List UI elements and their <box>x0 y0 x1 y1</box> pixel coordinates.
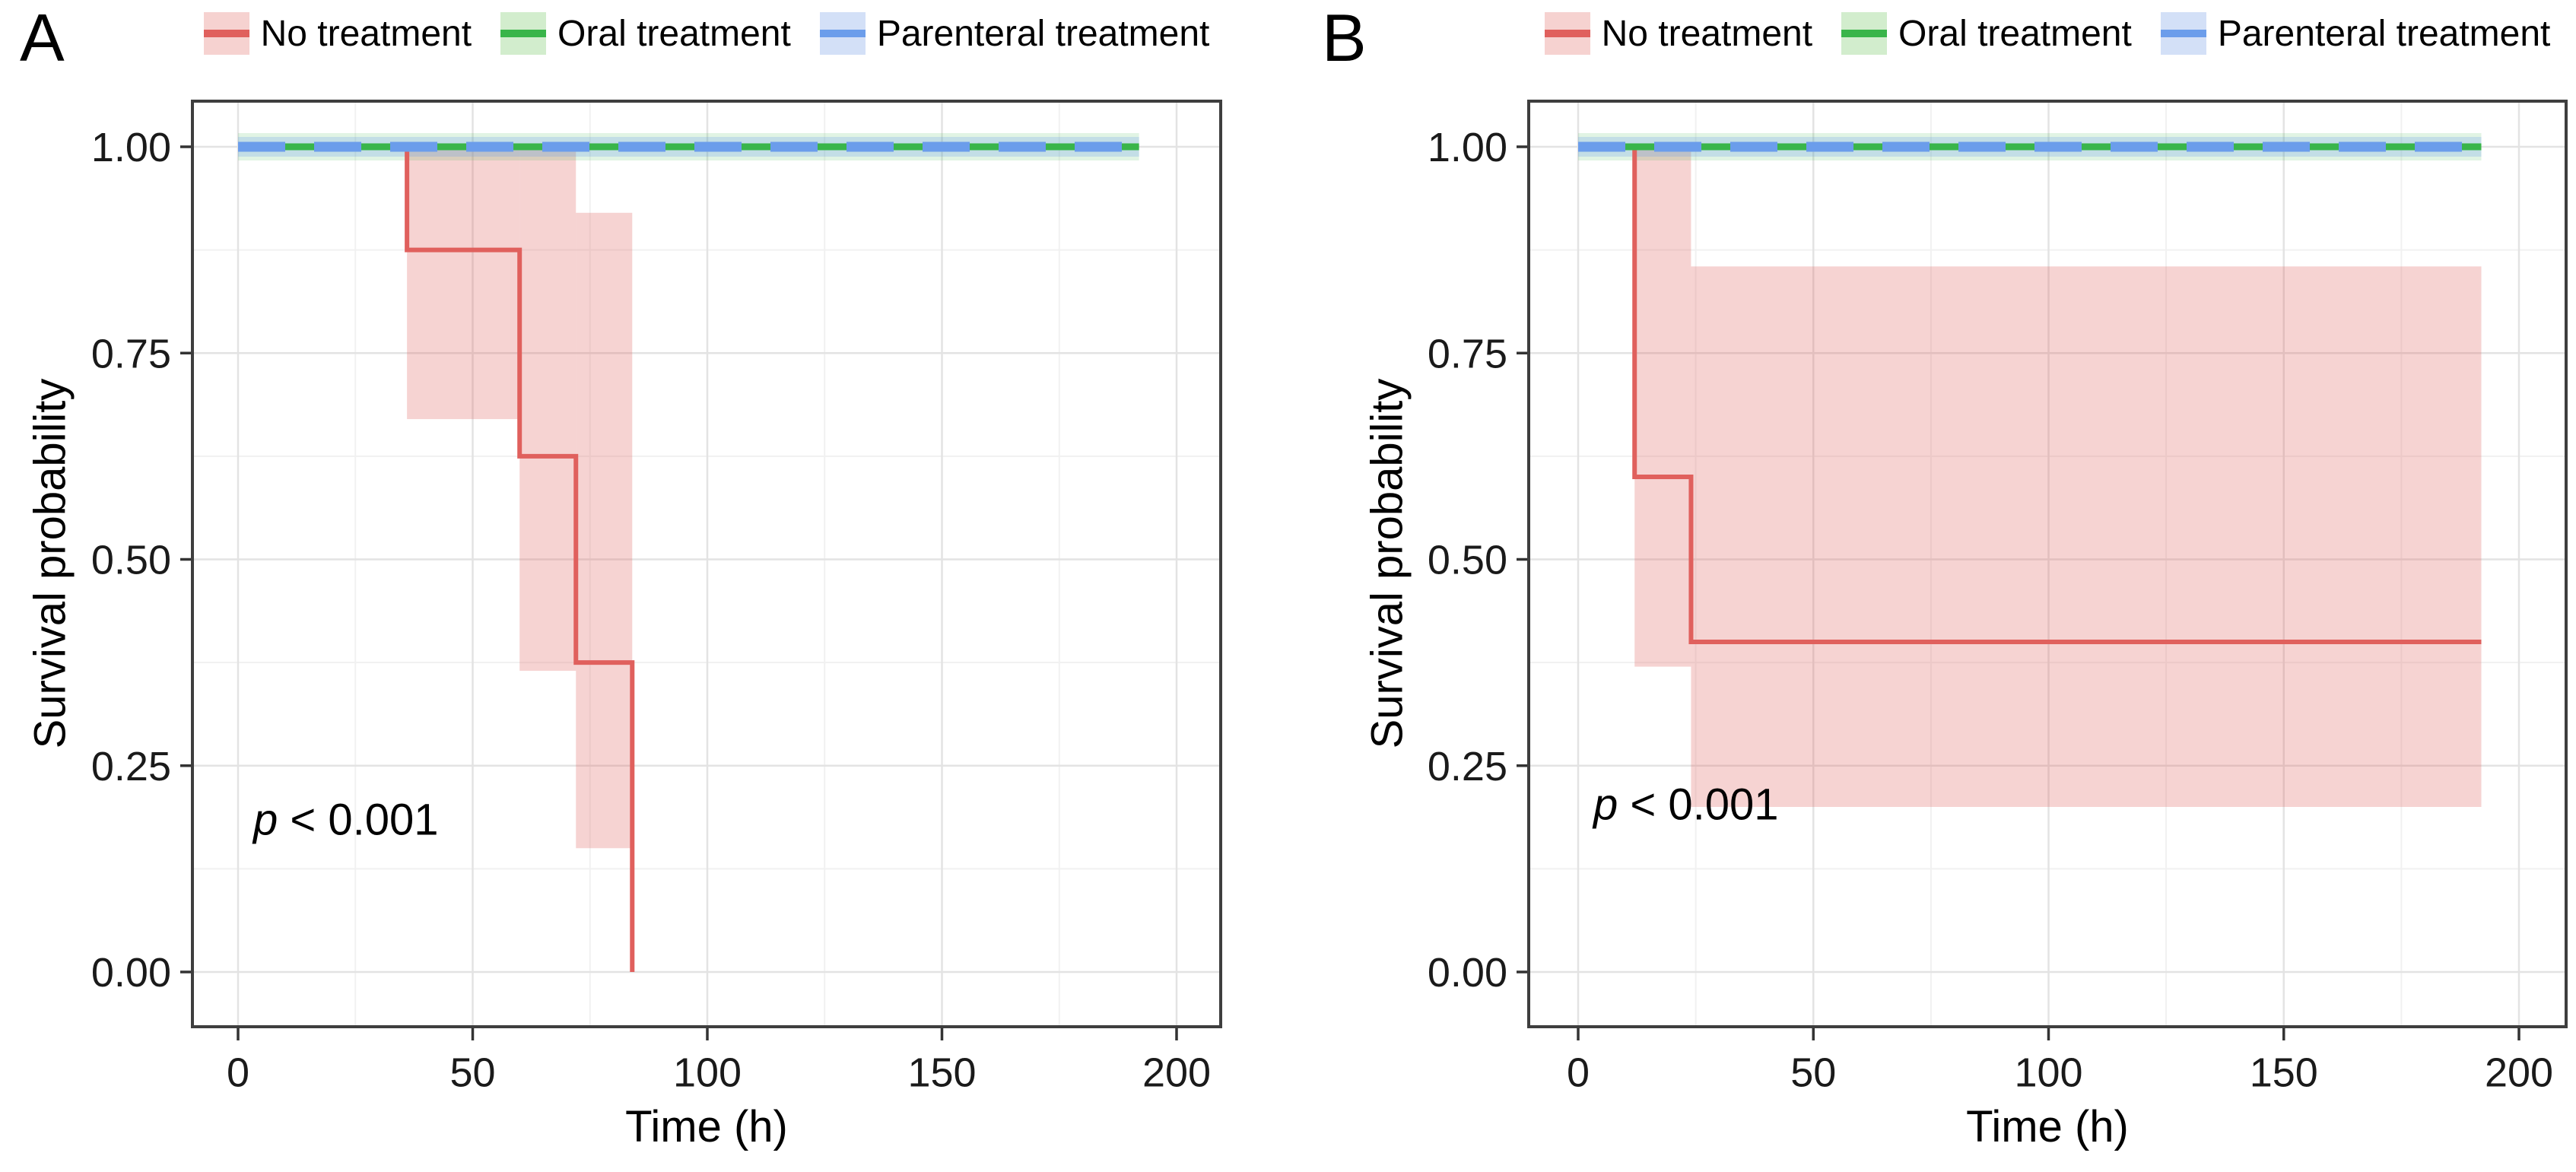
y-tick-label: 0.75 <box>91 331 171 376</box>
x-tick-label: 0 <box>1567 1050 1590 1095</box>
y-tick-label: 1.00 <box>1428 125 1507 170</box>
x-tick-label: 150 <box>2250 1050 2318 1095</box>
x-tick-label: 100 <box>2014 1050 2082 1095</box>
y-tick-label: 0.25 <box>91 744 171 789</box>
x-tick-label: 100 <box>673 1050 742 1095</box>
legend-key-line <box>1544 30 1590 37</box>
legend-label: Oral treatment <box>1898 13 2132 54</box>
panel-B: B No treatment Oral treatment Parenteral… <box>1288 0 2576 1172</box>
ci-band-no-treatment <box>1691 266 2482 807</box>
legend-key-line <box>1841 30 1888 37</box>
legend-key-oral-treatment-icon <box>500 12 547 55</box>
ci-band-no-treatment <box>519 147 577 671</box>
legend-label: Parenteral treatment <box>876 13 1210 54</box>
y-tick-label: 0.00 <box>1428 950 1507 996</box>
y-tick-label: 0.50 <box>91 538 171 583</box>
ci-band-no-treatment <box>1634 147 1691 667</box>
x-axis-title: Time (h) <box>625 1102 788 1151</box>
ci-band-no-treatment <box>576 212 633 849</box>
y-tick-label: 0.50 <box>1428 538 1507 583</box>
y-tick-label: 0.00 <box>91 950 171 996</box>
legend-item-oral-treatment: Oral treatment <box>500 12 791 55</box>
panel-border <box>191 100 1222 1028</box>
x-tick-label: 200 <box>2485 1050 2553 1095</box>
legend-item-parenteral-treatment: Parenteral treatment <box>2160 12 2551 55</box>
legend-key-parenteral-treatment-icon <box>2160 12 2206 55</box>
legend-label: Parenteral treatment <box>2217 13 2551 54</box>
ci-band-no-treatment <box>407 147 520 420</box>
legend: No treatment Oral treatment Parenteral t… <box>1529 12 2566 55</box>
legend-key-oral-treatment-icon <box>1841 12 1888 55</box>
legend-item-oral-treatment: Oral treatment <box>1841 12 2132 55</box>
x-tick-label: 50 <box>1790 1050 1836 1095</box>
legend-item-no-treatment: No treatment <box>1544 12 1813 55</box>
legend-label: No treatment <box>260 13 472 54</box>
plot-area-A: 0 50 100 150 200 1.00 0.75 0.50 0.25 0.00 <box>91 100 1222 1095</box>
plot-area-B: 0 50 100 150 200 1.00 0.75 0.50 0.25 0.00 <box>1428 100 2568 1095</box>
survival-curve-no-treatment <box>238 145 635 972</box>
x-tick-label: 50 <box>449 1050 495 1095</box>
legend-item-no-treatment: No treatment <box>203 12 472 55</box>
legend: No treatment Oral treatment Parenteral t… <box>192 12 1221 55</box>
x-axis-title: Time (h) <box>1966 1102 2129 1151</box>
panel-label-B: B <box>1322 0 1367 75</box>
legend-key-no-treatment-icon <box>203 12 249 55</box>
legend-key-line <box>819 30 866 37</box>
legend-key-line <box>203 30 249 37</box>
legend-label: No treatment <box>1601 13 1813 54</box>
x-tick-label: 0 <box>227 1050 249 1095</box>
y-tick-label: 0.25 <box>1428 744 1507 789</box>
legend-key-line <box>2160 30 2206 37</box>
x-tick-label: 150 <box>907 1050 976 1095</box>
legend-key-line <box>500 30 547 37</box>
panel-A: A No treatment Oral treatment Parenteral… <box>20 0 1222 1151</box>
y-axis-title: Survival probability <box>1362 378 1412 749</box>
y-tick-label: 1.00 <box>91 125 171 170</box>
x-tick-label: 200 <box>1142 1050 1211 1095</box>
legend-key-no-treatment-icon <box>1544 12 1590 55</box>
panel-border <box>1527 100 2568 1028</box>
legend-item-parenteral-treatment: Parenteral treatment <box>819 12 1210 55</box>
panel-label-A: A <box>20 0 65 75</box>
p-value-annotation: p < 0.001 <box>1593 780 1779 830</box>
p-value-annotation: p < 0.001 <box>253 795 439 845</box>
legend-key-parenteral-treatment-icon <box>819 12 866 55</box>
y-axis-title: Survival probability <box>25 378 75 749</box>
legend-label: Oral treatment <box>557 13 791 54</box>
y-tick-label: 0.75 <box>1428 331 1507 376</box>
